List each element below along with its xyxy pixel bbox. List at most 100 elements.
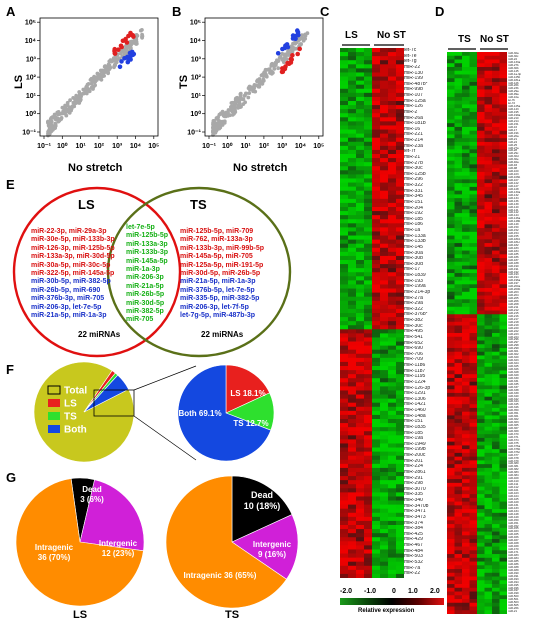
heatmap-cell [492, 261, 500, 266]
heatmap-cell [492, 190, 500, 195]
heatmap-cell [469, 445, 478, 450]
heatmap-row-label: miR-133a [404, 233, 426, 239]
heatmap-cell [364, 553, 373, 559]
heatmap-cell [477, 351, 485, 356]
heatmap-cell [372, 512, 381, 518]
heatmap-cell [372, 353, 381, 359]
heatmap-row-label: miR-30c [404, 323, 423, 329]
heatmap-cell [477, 374, 485, 379]
heatmap-cell [484, 400, 493, 405]
heatmap-cell [484, 404, 493, 409]
heatmap-row-label: miR-100 [508, 170, 519, 174]
heatmap-cell [454, 531, 463, 536]
heatmap-cell [447, 258, 455, 263]
y-tick-label: 10⁰ [190, 110, 201, 118]
heatmap-cell [499, 194, 507, 199]
heatmap-cell [364, 194, 373, 200]
heatmap-cell [340, 109, 349, 114]
heatmap-cell [372, 439, 381, 444]
heatmap-cell [356, 64, 365, 69]
heatmap-cell [396, 459, 404, 465]
heatmap-cell [388, 317, 397, 322]
heatmap-cell [388, 215, 397, 220]
panel-label-a: A [6, 4, 16, 19]
heatmap-cell [340, 239, 349, 245]
heatmap-cell [477, 246, 485, 251]
heatmap-cell [499, 531, 507, 536]
heatmap-cell [340, 317, 349, 322]
heatmap-row-label: miR-485 [508, 559, 519, 563]
heatmap-cell [364, 541, 373, 546]
heatmap-cell [484, 591, 493, 596]
heatmap-cell [340, 337, 349, 342]
heatmap-cell [454, 134, 463, 139]
heatmap-cell [348, 529, 357, 534]
heatmap-cell [348, 84, 357, 90]
heatmap-cell [340, 272, 349, 277]
venn-mirna-item: miR-30b-5p, miR-382-5p [31, 278, 111, 286]
heatmap-cell [348, 260, 357, 265]
heatmap-cell [340, 476, 349, 481]
heatmap-cell [340, 207, 349, 212]
heatmap-cell [356, 561, 365, 567]
heatmap-cell [477, 456, 485, 461]
heatmap-cell [492, 509, 500, 514]
heatmap-cell [372, 121, 381, 126]
heatmap-cell [340, 321, 349, 326]
heatmap-cell [372, 129, 381, 135]
heatmap-cell [462, 299, 470, 304]
heatmap-cell [477, 587, 485, 592]
heatmap-cell [380, 227, 389, 232]
heatmap-cell [364, 410, 373, 416]
heatmap-cell [447, 96, 455, 102]
heatmap-row-label: miR-126 [508, 81, 519, 85]
heatmap-cell [447, 336, 455, 341]
heatmap-cell [484, 303, 493, 308]
heatmap-cell [364, 349, 373, 355]
heatmap-cell [447, 63, 455, 68]
heatmap-row-label: miR-503 [508, 601, 519, 605]
heatmap-cell [356, 366, 365, 371]
heatmap-cell [356, 488, 365, 493]
heatmap-cell [348, 484, 357, 489]
heatmap-cell [380, 76, 389, 82]
heatmap-cell [340, 370, 349, 375]
heatmap-cell [447, 115, 455, 120]
heatmap-cell [477, 482, 485, 488]
heatmap-cell [462, 78, 470, 83]
heatmap-row-label: miR-154 [508, 232, 519, 236]
heatmap-cell [396, 190, 404, 196]
heatmap-cell [492, 422, 500, 428]
heatmap-cell [454, 149, 463, 154]
heatmap-cell [388, 129, 397, 135]
heatmap-cell [348, 125, 357, 130]
heatmap-cell [499, 572, 507, 577]
heatmap-cell [477, 85, 485, 90]
pie-f-label-both: Both 69.1% [178, 409, 221, 418]
heatmap-cell [462, 314, 470, 319]
heatmap-cell [462, 254, 470, 259]
heatmap-cell [462, 168, 470, 173]
heatmap-cell [372, 235, 381, 241]
heatmap-cell [380, 239, 389, 245]
heatmap-row-label: miR-346 [508, 406, 519, 410]
heatmap-cell [348, 525, 357, 530]
heatmap-cell [348, 129, 357, 135]
heatmap-cell [340, 512, 349, 518]
heatmap-cell [372, 64, 381, 69]
heatmap-cell [462, 183, 470, 188]
heatmap-cell [364, 459, 373, 465]
scatter-point [50, 124, 55, 129]
y-tick-label: 10¹ [191, 93, 202, 100]
heatmap-cell [484, 156, 493, 162]
heatmap-cell [364, 109, 373, 114]
heatmap-cell [477, 145, 485, 150]
scatter-point [238, 92, 243, 96]
heatmap-cell [454, 63, 463, 68]
heatmap-cell [492, 314, 500, 319]
heatmap-cell [447, 554, 455, 559]
heatmap-cell [348, 321, 357, 326]
heatmap-cell [454, 610, 463, 614]
heatmap-cell [364, 402, 373, 408]
heatmap-cell [484, 392, 493, 398]
